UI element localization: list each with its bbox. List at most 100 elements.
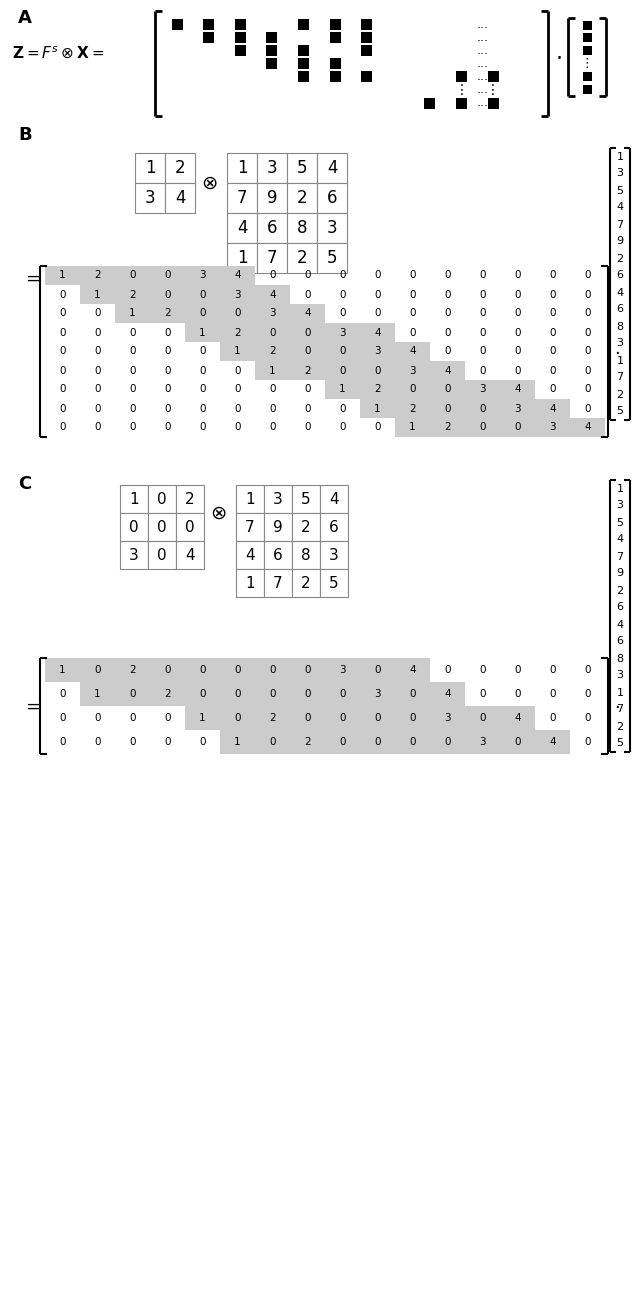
Text: 1: 1 [237, 248, 247, 267]
Text: 1: 1 [199, 328, 206, 337]
Bar [361, 72, 372, 82]
Text: 6: 6 [273, 548, 283, 562]
Text: 0: 0 [157, 492, 167, 506]
Bar [165, 183, 195, 213]
Bar [330, 59, 340, 69]
Text: ...: ... [477, 57, 489, 70]
Text: 4: 4 [245, 548, 255, 562]
Bar [582, 46, 591, 55]
Text: 0: 0 [60, 366, 66, 376]
Text: 0: 0 [129, 423, 136, 432]
Text: 6: 6 [267, 219, 277, 237]
Text: 0: 0 [234, 713, 241, 723]
Text: 5: 5 [616, 518, 623, 527]
Text: 0: 0 [374, 665, 381, 675]
Text: 0: 0 [234, 665, 241, 675]
Text: $\cdot$: $\cdot$ [614, 697, 620, 716]
Text: 0: 0 [515, 308, 521, 319]
Text: $\otimes$: $\otimes$ [210, 503, 227, 523]
Bar [488, 72, 499, 82]
Text: 0: 0 [269, 328, 276, 337]
Text: 0: 0 [60, 346, 66, 356]
Text: 6: 6 [616, 636, 623, 647]
Text: 0: 0 [304, 290, 311, 299]
Text: 0: 0 [304, 713, 311, 723]
Text: 0: 0 [584, 736, 591, 747]
Text: 0: 0 [584, 328, 591, 337]
Text: $=$: $=$ [22, 697, 40, 716]
Text: 0: 0 [549, 328, 556, 337]
Text: 0: 0 [409, 271, 416, 281]
Text: 1: 1 [245, 575, 255, 591]
Text: 0: 0 [60, 403, 66, 414]
Text: 7: 7 [245, 519, 255, 535]
Text: 4: 4 [329, 492, 339, 506]
Text: 2: 2 [616, 722, 623, 731]
Text: 1: 1 [409, 423, 416, 432]
Text: 0: 0 [584, 346, 591, 356]
Bar [264, 541, 292, 569]
Text: 1: 1 [616, 151, 623, 161]
Text: 0: 0 [515, 328, 521, 337]
Text: 0: 0 [549, 385, 556, 394]
Text: 0: 0 [304, 271, 311, 281]
Text: 0: 0 [409, 713, 416, 723]
Bar [135, 183, 165, 213]
Text: 3: 3 [479, 736, 486, 747]
Text: 1: 1 [129, 492, 139, 506]
Bar [176, 513, 204, 541]
Text: 0: 0 [584, 385, 591, 394]
Bar [45, 658, 430, 682]
Text: $\otimes$: $\otimes$ [201, 173, 217, 193]
Bar [236, 541, 264, 569]
Text: 2: 2 [304, 736, 311, 747]
Text: 0: 0 [479, 366, 486, 376]
Bar [320, 541, 348, 569]
Text: 3: 3 [269, 308, 276, 319]
Text: 0: 0 [584, 713, 591, 723]
Text: 0: 0 [164, 328, 171, 337]
Bar [317, 183, 347, 213]
Text: 4: 4 [549, 403, 556, 414]
Bar [227, 154, 257, 183]
Bar [266, 31, 277, 43]
Bar [298, 18, 309, 30]
Text: 0: 0 [304, 346, 311, 356]
Text: 0: 0 [515, 423, 521, 432]
Text: 7: 7 [267, 248, 277, 267]
Text: 0: 0 [164, 271, 171, 281]
Text: 0: 0 [269, 385, 276, 394]
Bar [45, 265, 255, 285]
Text: 2: 2 [409, 403, 416, 414]
Text: 5: 5 [301, 492, 311, 506]
Text: 0: 0 [339, 736, 346, 747]
Text: 3: 3 [616, 169, 623, 178]
Text: 2: 2 [269, 346, 276, 356]
Text: 0: 0 [94, 713, 100, 723]
Text: 4: 4 [234, 271, 241, 281]
Text: 0: 0 [374, 736, 381, 747]
Text: 0: 0 [94, 328, 100, 337]
Bar [582, 72, 591, 81]
Text: 1: 1 [129, 308, 136, 319]
Text: 0: 0 [479, 665, 486, 675]
Text: 9: 9 [267, 189, 277, 207]
Text: 0: 0 [60, 736, 66, 747]
Bar [235, 18, 246, 30]
Text: 4: 4 [616, 619, 623, 630]
Text: 3: 3 [129, 548, 139, 562]
Text: 1: 1 [94, 690, 101, 699]
Text: 7: 7 [237, 189, 247, 207]
Bar [361, 31, 372, 43]
Text: 4: 4 [444, 366, 451, 376]
Text: 0: 0 [584, 366, 591, 376]
Text: 0: 0 [304, 690, 311, 699]
Text: 0: 0 [234, 423, 241, 432]
Text: 3: 3 [374, 346, 381, 356]
Text: 3: 3 [444, 713, 451, 723]
Text: 0: 0 [234, 366, 241, 376]
Bar [165, 154, 195, 183]
Text: 0: 0 [199, 736, 205, 747]
Text: 4: 4 [616, 535, 623, 545]
Bar [298, 59, 309, 69]
